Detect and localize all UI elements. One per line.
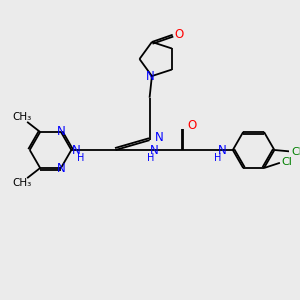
Text: H: H <box>214 153 221 163</box>
Text: O: O <box>187 119 196 132</box>
Text: N: N <box>218 143 226 157</box>
Text: Cl: Cl <box>292 147 300 157</box>
Text: N: N <box>57 161 65 175</box>
Text: N: N <box>57 125 65 139</box>
Text: CH₃: CH₃ <box>13 178 32 188</box>
Text: O: O <box>174 28 184 41</box>
Text: N: N <box>146 70 155 83</box>
Text: H: H <box>77 153 85 163</box>
Text: Cl: Cl <box>281 157 292 167</box>
Text: N: N <box>155 131 164 144</box>
Text: N: N <box>72 143 81 157</box>
Text: CH₃: CH₃ <box>13 112 32 122</box>
Text: N: N <box>150 143 159 157</box>
Text: H: H <box>146 153 154 163</box>
